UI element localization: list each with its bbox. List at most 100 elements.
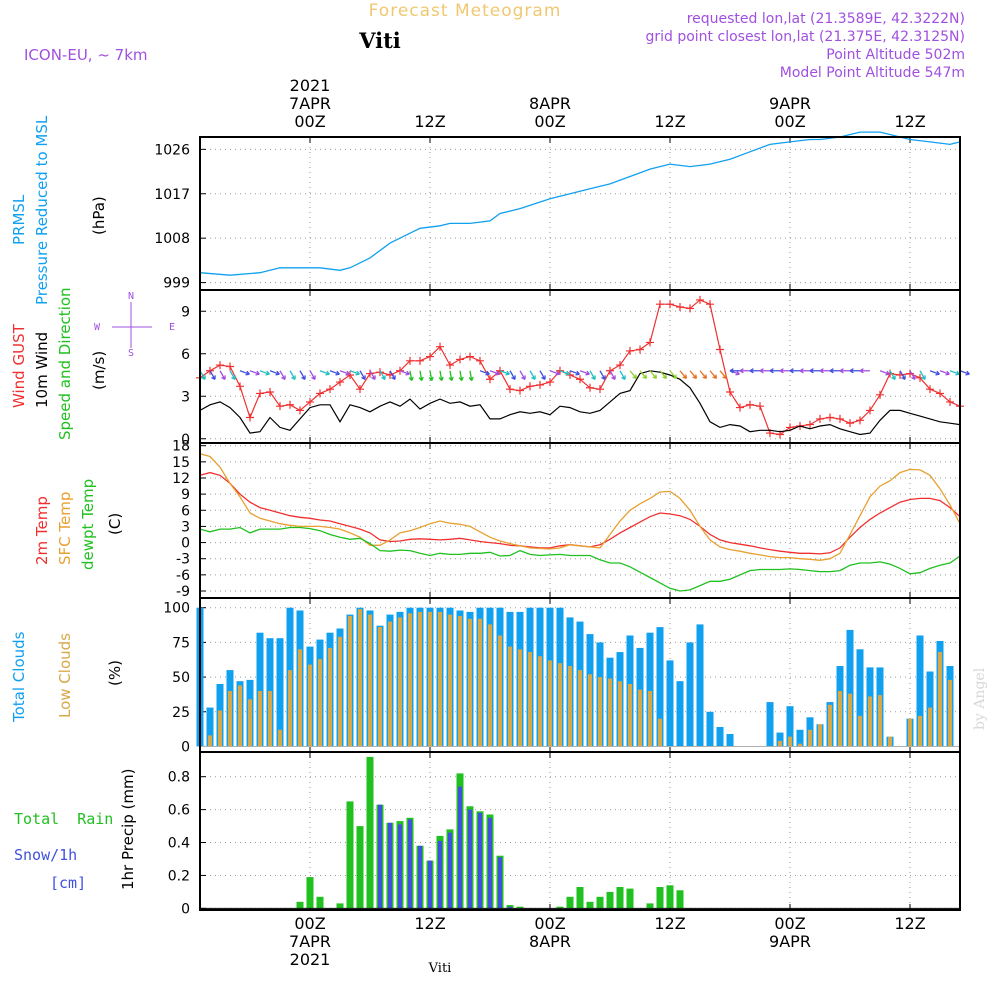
- wind-gust-marker: [376, 368, 384, 377]
- wind-direction-arrow: [649, 370, 658, 380]
- wind-gust-marker: [756, 402, 764, 411]
- wind-direction-arrow: [729, 368, 741, 374]
- cloud-low-bar: [938, 652, 942, 747]
- wind-direction-arrow: [659, 370, 668, 380]
- wind-gust-marker: [466, 352, 474, 361]
- cloud-low-bar: [508, 646, 512, 747]
- wind-gust-marker: [516, 386, 524, 395]
- wind-ytick-label: 6: [181, 347, 190, 363]
- cloud-low-bar: [798, 743, 802, 747]
- wind-gust-marker: [546, 378, 554, 387]
- location-name: Viti: [358, 28, 401, 53]
- footer-location: Viti: [428, 961, 452, 976]
- compass-e: E: [169, 322, 175, 333]
- wind-gust-marker: [476, 356, 484, 365]
- cloud-total-bar: [776, 732, 784, 747]
- temp-unit: (C): [106, 513, 124, 535]
- bottom-hour-label: 00Z: [534, 914, 565, 933]
- wind-gust-marker: [576, 375, 584, 384]
- top-hour-label: 12Z: [654, 112, 685, 131]
- precip-snow-bar: [398, 824, 402, 909]
- wind-gust-marker: [286, 400, 294, 409]
- cloud-low-bar: [338, 636, 342, 747]
- cloud-low-bar: [348, 616, 352, 747]
- wind-direction-arrow: [219, 370, 226, 380]
- cloud-low-bar: [928, 707, 932, 747]
- wind-direction-arrow: [749, 368, 761, 374]
- wind-direction-arrow: [289, 370, 296, 380]
- precip-rain-bar: [346, 801, 354, 909]
- precip-snow-bar: [408, 819, 412, 909]
- wind-gust-marker: [736, 403, 744, 412]
- precip-rain-bar: [646, 903, 654, 909]
- precip-snow-bar: [508, 906, 512, 909]
- cloud-low-bar: [308, 664, 312, 747]
- precip-rain-bar: [566, 896, 574, 909]
- cloud-low-bar: [608, 678, 612, 747]
- plot-layer: 9991008101710260369-9-6-3036912151802550…: [154, 76, 970, 969]
- wind-gust-marker: [926, 385, 934, 394]
- wind-gust-marker: [436, 342, 444, 351]
- wind-gust-marker: [706, 300, 714, 309]
- cloud-total-bar: [726, 734, 734, 747]
- wind-direction-arrow: [909, 370, 916, 380]
- wind-direction-arrow: [899, 370, 906, 380]
- wind-gust-marker: [526, 382, 534, 391]
- wind-direction-arrow: [939, 370, 950, 376]
- precip-rain-bar: [676, 890, 684, 909]
- wind-direction-arrow: [479, 370, 490, 376]
- compass-n: N: [128, 291, 134, 302]
- wind-direction-arrow: [399, 370, 410, 376]
- cloud-low-bar: [578, 670, 582, 747]
- temp-ytick-label: -6: [176, 568, 190, 584]
- top-date-label: 8APR: [529, 94, 571, 113]
- wind-direction-arrow: [349, 370, 360, 376]
- precip-snow-bar: [468, 809, 472, 909]
- wind-direction-arrow: [829, 368, 841, 374]
- cloud-total-bar: [646, 632, 654, 747]
- wind-direction-arrow: [408, 370, 414, 382]
- cloud-low-bar: [648, 691, 652, 747]
- precip-label-cm: [cm]: [50, 874, 86, 892]
- pressure-panel: 999 1008 1017 1026: [154, 137, 960, 292]
- wind-direction-arrow: [679, 370, 688, 380]
- wind-direction-arrow: [549, 370, 560, 376]
- bottom-hour-label: 12Z: [894, 914, 925, 933]
- wind-gust-marker: [326, 385, 334, 394]
- cloud-total-bar: [656, 627, 664, 747]
- cloud-labels: Total Clouds Low Clouds (%): [10, 631, 124, 723]
- cloud-low-bar: [838, 691, 842, 747]
- wind-direction-arrow: [329, 370, 340, 376]
- precip-labels: Total Rain Snow/1h [cm] 1hr Precip (mm): [14, 769, 137, 892]
- cloud-low-bar: [628, 684, 632, 747]
- pressure-labels: PRMSL Pressure Reduced to MSL (hPa): [10, 115, 108, 305]
- cloud-low-bar: [228, 691, 232, 747]
- cloud-total-bar: [766, 702, 774, 747]
- wind-frame: [199, 289, 961, 444]
- cloud-unit: (%): [106, 660, 124, 686]
- wind-direction-arrow: [269, 370, 280, 376]
- wind-gust-marker: [746, 400, 754, 409]
- wind-gust-marker: [836, 414, 844, 423]
- cloud-low-bar: [538, 656, 542, 747]
- cloud-low-bar: [388, 621, 392, 747]
- cloud-total-bar: [256, 632, 264, 747]
- wind-direction-arrow: [369, 370, 376, 380]
- pressure-frame: [199, 136, 961, 291]
- wind-gust-marker: [216, 361, 224, 370]
- pressure-line: [199, 131, 961, 276]
- wind-gust-marker: [656, 300, 664, 309]
- wind-gust-marker: [316, 389, 324, 398]
- wind-gust-marker: [586, 383, 594, 392]
- point-altitude: Point Altitude 502m: [826, 47, 965, 63]
- top-time-label: 12Z: [654, 112, 685, 131]
- wind-direction-arrow: [779, 368, 791, 374]
- wind-gust-marker: [506, 385, 514, 394]
- bottom-time-label: 12Z: [654, 914, 685, 933]
- cloud-low-bar: [638, 689, 642, 747]
- cloud-low-bar: [618, 681, 622, 747]
- wind-direction-arrow: [239, 370, 250, 376]
- precip-rain-bar: [516, 906, 524, 909]
- cloud-low-bar: [498, 635, 502, 747]
- temp-ytick-label: 9: [181, 487, 190, 503]
